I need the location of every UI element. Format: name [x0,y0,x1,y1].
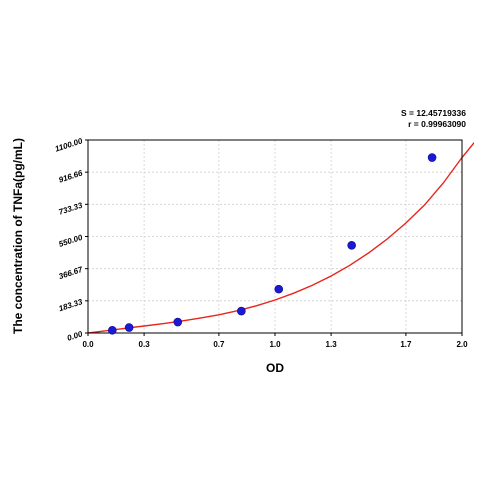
x-tick-label: 1.0 [269,340,281,349]
data-point [173,317,183,327]
stat-r-value: r = 0.99963090 [408,119,466,129]
x-tick-label: 2.0 [456,340,468,349]
x-tick-label: 1.3 [326,340,338,349]
data-point [274,284,284,294]
data-point [237,306,246,316]
x-axis-title: OD [266,361,284,375]
y-tick-label: 366.67 [58,265,85,281]
y-tick-label: 183.33 [58,297,85,313]
y-tick-label: 0.00 [66,329,84,343]
data-point [347,240,356,250]
x-tick-label: 1.7 [400,340,412,349]
grid-lines [88,140,462,333]
y-tick-label: 550.00 [58,233,85,249]
data-point [124,323,134,332]
fit-curve-layer [88,141,474,333]
data-points [108,153,437,335]
fit-curve [88,141,474,333]
data-point [108,325,117,335]
y-axis-title: The concentration of TNFa(pg/mL) [11,138,25,334]
y-tick-label: 733.33 [58,201,85,217]
y-tick-label: 1100.00 [54,136,84,153]
x-tick-label: 0.0 [82,340,94,349]
y-tick-label: 916.66 [58,168,85,184]
x-tick-label: 0.7 [213,340,225,349]
data-point [427,153,437,162]
x-tick-label: 0.3 [139,340,151,349]
stat-s-value: S = 12.45719336 [401,108,466,118]
